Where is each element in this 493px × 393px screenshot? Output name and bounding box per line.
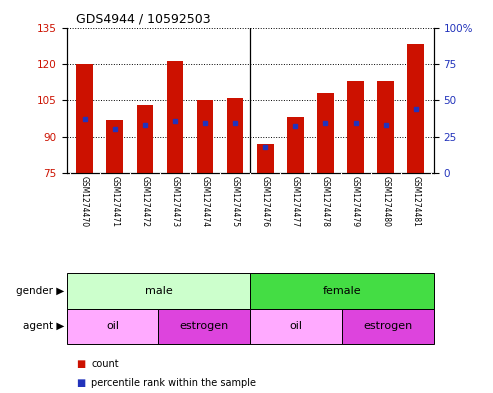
FancyBboxPatch shape [67,273,250,309]
Text: GSM1274479: GSM1274479 [351,176,360,227]
Text: GSM1274476: GSM1274476 [261,176,270,227]
Bar [257,144,274,173]
FancyBboxPatch shape [158,309,250,344]
Bar [197,100,213,173]
Text: estrogen: estrogen [179,321,229,331]
Text: GSM1274481: GSM1274481 [411,176,420,227]
Text: percentile rank within the sample: percentile rank within the sample [91,378,256,388]
Text: GSM1274474: GSM1274474 [201,176,210,227]
Text: GSM1274473: GSM1274473 [171,176,179,227]
Text: GSM1274475: GSM1274475 [231,176,240,227]
Text: GDS4944 / 10592503: GDS4944 / 10592503 [76,13,211,26]
Text: gender ▶: gender ▶ [16,286,64,296]
Text: oil: oil [106,321,119,331]
Text: estrogen: estrogen [363,321,413,331]
Text: female: female [323,286,361,296]
Bar [227,98,244,173]
FancyBboxPatch shape [250,273,434,309]
Text: oil: oil [289,321,303,331]
FancyBboxPatch shape [67,309,158,344]
Bar [76,64,93,173]
Text: GSM1274477: GSM1274477 [291,176,300,227]
Text: GSM1274472: GSM1274472 [141,176,149,227]
Bar [378,81,394,173]
Bar [137,105,153,173]
Text: GSM1274471: GSM1274471 [110,176,119,227]
Text: GSM1274470: GSM1274470 [80,176,89,227]
Text: ■: ■ [76,378,86,388]
Bar [408,44,424,173]
Bar [317,93,334,173]
Text: male: male [144,286,172,296]
Text: GSM1274478: GSM1274478 [321,176,330,227]
FancyBboxPatch shape [342,309,434,344]
Bar [167,61,183,173]
Text: ■: ■ [76,358,86,369]
Text: GSM1274480: GSM1274480 [381,176,390,227]
Bar [347,81,364,173]
FancyBboxPatch shape [250,309,342,344]
Bar [287,117,304,173]
Bar [106,119,123,173]
Text: count: count [91,358,119,369]
Text: agent ▶: agent ▶ [23,321,64,331]
